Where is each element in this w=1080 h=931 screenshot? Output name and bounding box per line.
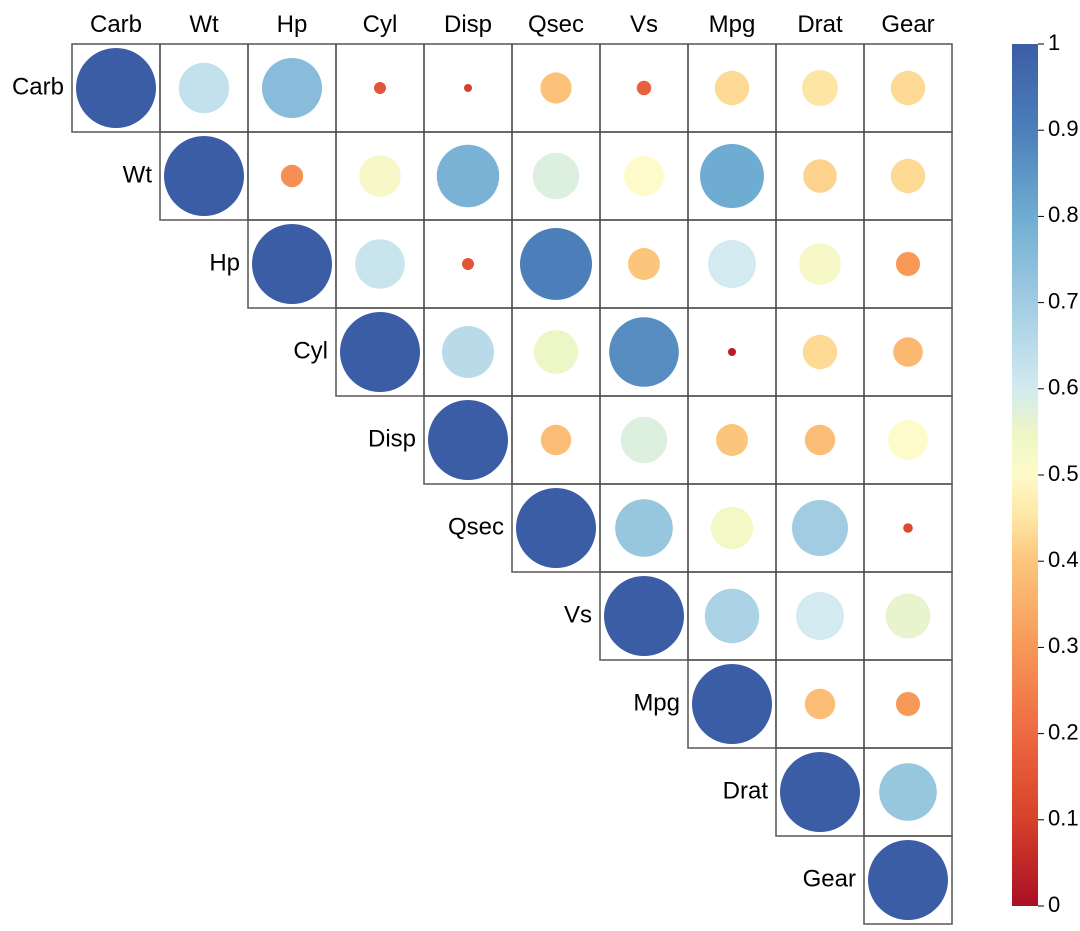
correlation-circle	[428, 400, 508, 480]
colorbar-tick-label: 0.6	[1048, 375, 1079, 400]
column-label: Disp	[444, 11, 492, 38]
correlation-circle	[604, 576, 684, 656]
colorbar-tick-label: 0.9	[1048, 116, 1079, 141]
correlation-circle	[520, 228, 592, 300]
correlation-circle	[541, 425, 571, 455]
column-label: Gear	[881, 11, 934, 38]
column-label: Drat	[797, 11, 843, 38]
column-label: Carb	[90, 11, 142, 38]
correlation-circle	[893, 337, 923, 367]
correlation-circle	[891, 159, 925, 193]
correlation-circle	[802, 70, 838, 106]
correlation-circle	[728, 348, 736, 356]
row-label: Carb	[12, 73, 64, 100]
correlation-circle	[805, 689, 835, 719]
colorbar-tick-label: 0.8	[1048, 202, 1079, 227]
correlation-circle	[868, 840, 948, 920]
column-label: Mpg	[709, 11, 756, 38]
correlation-circle	[252, 224, 332, 304]
colorbar	[1012, 44, 1038, 906]
column-label: Cyl	[363, 11, 398, 38]
colorbar-tick-label: 1	[1048, 30, 1060, 55]
row-label: Qsec	[448, 513, 504, 540]
correlation-circle	[355, 239, 405, 289]
correlation-circle	[708, 240, 756, 288]
correlation-circle	[886, 594, 931, 639]
correlation-circle	[692, 664, 772, 744]
correlation-circle	[374, 82, 386, 94]
correlation-circle	[803, 159, 837, 193]
correlation-circle	[179, 63, 229, 113]
correlation-circle	[879, 763, 937, 821]
correlation-circle	[540, 72, 571, 103]
correlation-circle	[799, 243, 841, 285]
colorbar-tick-label: 0.1	[1048, 806, 1079, 831]
correlation-circle	[615, 499, 673, 557]
correlation-circle	[715, 71, 749, 105]
colorbar-tick-label: 0.4	[1048, 547, 1079, 572]
correlation-circle	[262, 58, 322, 118]
correlation-circle	[805, 425, 835, 455]
row-label: Drat	[723, 777, 769, 804]
colorbar-tick-label: 0.5	[1048, 461, 1079, 486]
correlation-circle	[896, 692, 920, 716]
correlation-circle	[281, 165, 303, 187]
row-label: Mpg	[633, 689, 680, 716]
correlation-circle	[796, 592, 844, 640]
column-label: Qsec	[528, 11, 584, 38]
column-label: Hp	[277, 11, 308, 38]
correlation-circle	[76, 48, 156, 128]
correlation-circle	[464, 84, 472, 92]
correlation-circle	[903, 523, 913, 533]
correlation-circle	[534, 330, 578, 374]
correlation-circle	[462, 258, 474, 270]
row-label: Cyl	[293, 337, 328, 364]
correlation-circle	[516, 488, 596, 568]
correlation-circle	[711, 507, 753, 549]
colorbar-tick-label: 0.7	[1048, 288, 1079, 313]
correlation-circle	[437, 145, 499, 207]
correlation-circle	[164, 136, 244, 216]
row-label: Wt	[123, 161, 153, 188]
correlation-circle	[637, 81, 651, 95]
correlation-circle	[803, 335, 837, 369]
row-label: Hp	[209, 249, 240, 276]
correlation-circle	[705, 589, 759, 643]
column-label: Vs	[630, 11, 658, 38]
colorbar-tick-label: 0	[1048, 892, 1060, 917]
correlation-plot-svg: Carb Wt Hp Cyl Disp Qsec Vs Mpg Drat Gear Carb Wt Hp…	[0, 0, 1080, 931]
correlation-circle	[359, 155, 401, 197]
colorbar-tick-label: 0.3	[1048, 633, 1079, 658]
chart-stage: Carb Wt Hp Cyl Disp Qsec Vs Mpg Drat Gear Carb Wt Hp…	[0, 0, 1080, 931]
correlation-circle	[716, 424, 748, 456]
row-label: Disp	[368, 425, 416, 452]
correlation-circle	[609, 317, 679, 387]
row-label: Vs	[564, 601, 592, 628]
correlation-circle	[533, 153, 579, 199]
correlation-circle	[780, 752, 860, 832]
row-label: Gear	[803, 865, 856, 892]
correlation-circle	[700, 144, 764, 208]
correlation-circle	[621, 417, 667, 463]
correlation-circle	[340, 312, 420, 392]
correlation-circle	[442, 326, 494, 378]
correlation-circle	[896, 252, 920, 276]
colorbar-tick-label: 0.2	[1048, 719, 1079, 744]
column-label: Wt	[189, 11, 219, 38]
correlation-circle	[792, 500, 848, 556]
correlation-circle	[888, 420, 928, 460]
correlation-circle	[891, 71, 925, 105]
correlation-circle	[628, 248, 660, 280]
correlation-circle	[624, 156, 664, 196]
